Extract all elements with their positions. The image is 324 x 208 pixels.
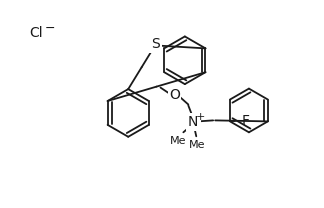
Text: +: + — [196, 112, 205, 123]
Text: Me: Me — [189, 140, 205, 150]
Text: S: S — [151, 37, 159, 51]
Text: F: F — [242, 114, 250, 128]
Text: N: N — [188, 115, 199, 129]
Text: Me: Me — [170, 136, 187, 146]
Text: −: − — [45, 22, 55, 35]
Text: O: O — [169, 88, 180, 102]
Text: Cl: Cl — [29, 26, 42, 41]
